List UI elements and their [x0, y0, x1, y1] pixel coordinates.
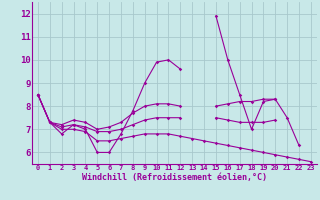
X-axis label: Windchill (Refroidissement éolien,°C): Windchill (Refroidissement éolien,°C)	[82, 173, 267, 182]
